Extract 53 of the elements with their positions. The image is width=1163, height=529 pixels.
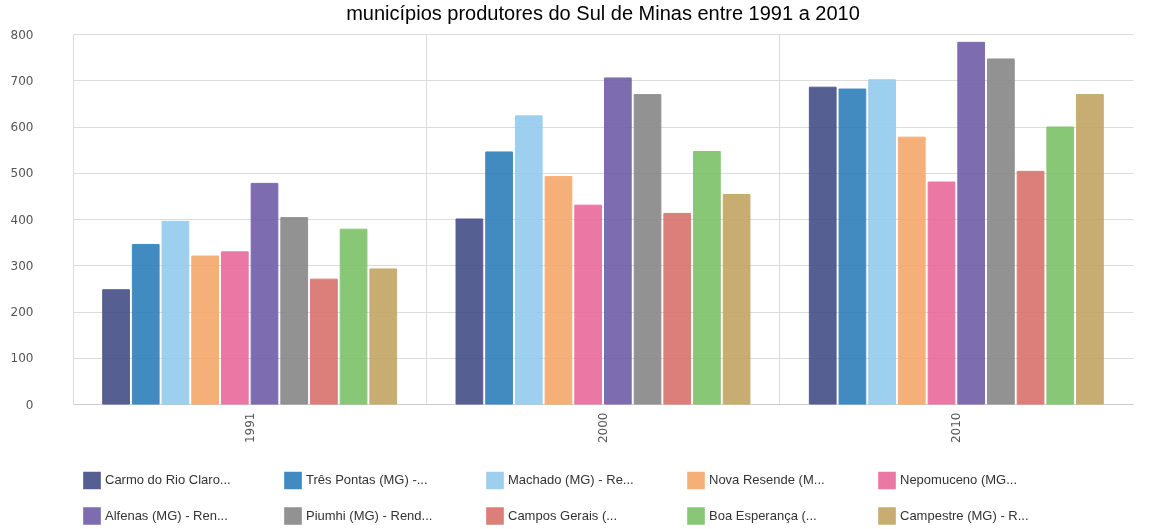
bar <box>603 77 632 405</box>
bar <box>369 268 398 405</box>
bar <box>1046 126 1075 405</box>
bar <box>102 289 130 405</box>
bar <box>987 58 1015 405</box>
bar <box>250 182 279 405</box>
bar <box>455 218 484 405</box>
y-tick-label: 200 <box>10 305 34 319</box>
bar <box>808 86 837 405</box>
legend-label: Machado (MG) - Re... <box>508 472 634 488</box>
bar <box>544 175 573 405</box>
bar <box>514 115 543 405</box>
bar <box>722 193 751 405</box>
x-tick-label: 2000 <box>596 412 610 444</box>
bar <box>897 136 926 405</box>
x-tick-label: 2010 <box>949 412 964 444</box>
bar <box>868 79 896 405</box>
y-tick-label: 0 <box>25 397 34 412</box>
y-tick-label: 600 <box>10 120 34 134</box>
y-tick-label: 100 <box>10 351 34 366</box>
x-tick-label: 1991 <box>242 412 257 444</box>
bar <box>310 278 338 405</box>
y-tick-label: 700 <box>10 73 34 88</box>
legend-label: Nova Resende (M... <box>709 472 825 488</box>
y-tick-label: 500 <box>10 166 34 181</box>
bar <box>161 220 190 405</box>
bar <box>191 255 219 405</box>
bar <box>220 251 249 405</box>
bar <box>280 217 309 405</box>
legend-label: Campos Gerais (... <box>508 508 618 523</box>
bar <box>485 151 513 405</box>
y-tick-label: 400 <box>10 212 34 227</box>
y-tick-label: 300 <box>10 258 34 273</box>
bar <box>339 228 368 405</box>
legend-label: Campestre (MG) - R... <box>900 508 1029 523</box>
bar <box>574 204 603 405</box>
bar <box>131 243 160 405</box>
legend-label: Piumhi (MG) - Rend... <box>306 508 433 523</box>
bar <box>957 41 986 405</box>
chart-title: municípios produtores do Sul de Minas entre 1991 a 2010 <box>346 2 860 24</box>
bar <box>693 150 721 405</box>
legend-label: Nepomuceno (MG... <box>900 472 1018 488</box>
bar <box>1016 170 1045 405</box>
legend-label: Carmo do Rio Claro... <box>105 472 231 488</box>
legend-label: Alfenas (MG) - Ren... <box>105 508 228 523</box>
bar <box>927 181 956 405</box>
bar <box>838 88 867 405</box>
y-tick-label: 800 <box>10 27 34 42</box>
bar <box>663 212 692 405</box>
legend-label: Três Pontas (MG) -... <box>306 472 428 488</box>
bar <box>633 94 662 405</box>
legend-label: Boa Esperança (... <box>709 508 817 523</box>
bar <box>1076 94 1104 405</box>
